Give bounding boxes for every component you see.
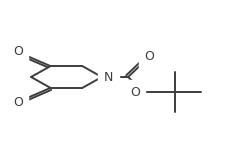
Text: O: O [130,86,140,99]
Text: O: O [13,45,23,58]
Text: O: O [13,96,23,109]
Text: O: O [144,50,154,63]
Text: N: N [104,71,113,83]
